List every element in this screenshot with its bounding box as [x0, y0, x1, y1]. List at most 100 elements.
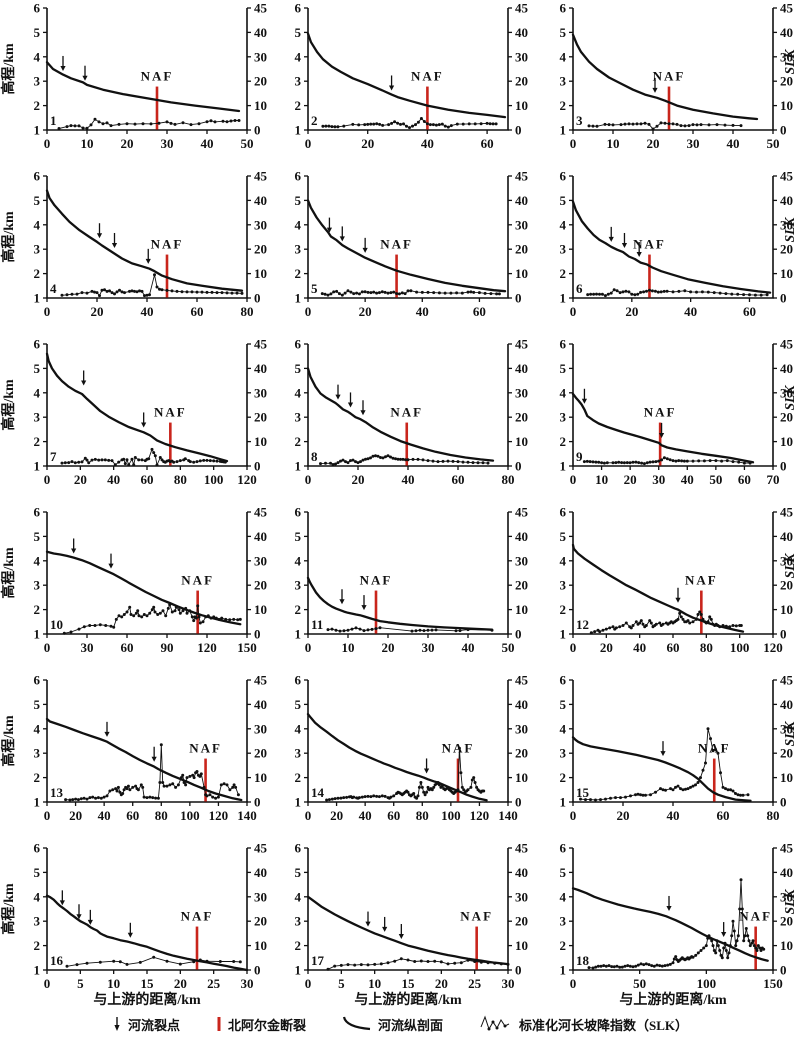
- svg-text:45: 45: [254, 505, 268, 520]
- svg-text:0: 0: [570, 304, 577, 319]
- svg-text:120: 120: [763, 640, 783, 655]
- svg-text:5: 5: [34, 697, 41, 712]
- axes: [43, 847, 251, 974]
- svg-text:1: 1: [34, 459, 41, 474]
- svg-text:4: 4: [560, 49, 567, 64]
- knickpoint-arrows: [326, 217, 368, 253]
- svg-text:20: 20: [69, 808, 82, 823]
- knickpoint-arrows: [59, 890, 133, 938]
- svg-text:5: 5: [295, 697, 302, 712]
- svg-text:10: 10: [515, 266, 528, 281]
- panel-number: 1: [50, 113, 57, 128]
- svg-text:20: 20: [647, 136, 660, 151]
- svg-text:20: 20: [515, 242, 528, 257]
- svg-text:10: 10: [254, 266, 267, 281]
- svg-text:3: 3: [34, 914, 41, 929]
- slk-series: [326, 957, 510, 971]
- svg-text:0: 0: [780, 291, 787, 306]
- svg-text:30: 30: [161, 136, 174, 151]
- svg-text:40: 40: [254, 529, 267, 544]
- chart-grid: 1 2 3 4 5 6 0 10 20 30 40 45 0 10 20 30 40 50 NAF 1 高程/km 1 2 3…: [0, 1, 798, 1009]
- svg-text:100: 100: [180, 808, 200, 823]
- svg-text:6: 6: [560, 505, 567, 520]
- svg-text:10: 10: [780, 266, 793, 281]
- svg-text:0: 0: [780, 963, 787, 978]
- svg-text:0: 0: [254, 291, 261, 306]
- svg-text:1: 1: [295, 795, 302, 810]
- svg-text:2: 2: [295, 938, 302, 953]
- axes: [43, 175, 251, 302]
- svg-text:20: 20: [361, 136, 374, 151]
- svg-text:20: 20: [780, 242, 793, 257]
- naf-label: NAF: [644, 404, 677, 419]
- axes: [43, 343, 251, 470]
- legend-label-slk: 标准化河长坡降指数（SLK）: [519, 1017, 689, 1033]
- svg-text:30: 30: [780, 217, 793, 232]
- slk-series: [589, 610, 743, 635]
- panel-number: 3: [576, 113, 583, 128]
- axes: [569, 511, 777, 638]
- svg-text:10: 10: [780, 98, 793, 113]
- svg-text:20: 20: [600, 640, 613, 655]
- svg-text:2: 2: [295, 266, 302, 281]
- svg-text:45: 45: [254, 1, 268, 16]
- river-profile-curve: [306, 199, 507, 293]
- svg-text:25: 25: [207, 976, 221, 991]
- svg-text:30: 30: [254, 217, 267, 232]
- panel-number: 11: [311, 617, 323, 632]
- svg-text:3: 3: [34, 242, 41, 257]
- svg-text:45: 45: [515, 673, 529, 688]
- svg-text:0: 0: [780, 123, 787, 138]
- svg-text:45: 45: [515, 1, 529, 16]
- svg-text:10: 10: [254, 770, 267, 785]
- svg-text:0: 0: [254, 795, 261, 810]
- svg-text:30: 30: [241, 976, 254, 991]
- svg-text:0: 0: [515, 963, 522, 978]
- svg-text:100: 100: [204, 472, 224, 487]
- svg-text:80: 80: [767, 808, 780, 823]
- svg-text:15: 15: [402, 976, 416, 991]
- svg-text:30: 30: [422, 640, 435, 655]
- axes: [304, 343, 512, 470]
- svg-text:1: 1: [560, 795, 567, 810]
- svg-text:10: 10: [81, 136, 94, 151]
- svg-text:40: 40: [141, 304, 154, 319]
- svg-text:4: 4: [34, 889, 41, 904]
- panel-number: 15: [576, 785, 590, 800]
- svg-text:1: 1: [560, 291, 567, 306]
- svg-text:10: 10: [515, 98, 528, 113]
- svg-text:2: 2: [560, 434, 567, 449]
- svg-text:6: 6: [295, 841, 302, 856]
- panel-number: 18: [576, 953, 590, 968]
- axes: [569, 7, 777, 134]
- knickpoint-arrows: [581, 388, 665, 438]
- svg-text:1: 1: [560, 627, 567, 642]
- svg-text:70: 70: [767, 472, 780, 487]
- svg-text:2: 2: [295, 434, 302, 449]
- svg-text:2: 2: [34, 434, 41, 449]
- svg-text:0: 0: [44, 304, 51, 319]
- river-profile-curve: [45, 717, 243, 802]
- svg-text:40: 40: [254, 865, 267, 880]
- svg-text:120: 120: [197, 640, 217, 655]
- svg-text:1: 1: [295, 459, 302, 474]
- knickpoint-arrow-icon: [114, 1017, 120, 1031]
- knickpoint-arrows: [675, 587, 681, 603]
- naf-label: NAF: [360, 572, 393, 587]
- svg-text:20: 20: [617, 808, 630, 823]
- x-axis-label: 与上游的距离/km: [619, 991, 727, 1008]
- svg-text:30: 30: [780, 889, 793, 904]
- svg-text:60: 60: [738, 472, 751, 487]
- svg-text:2: 2: [34, 938, 41, 953]
- svg-text:4: 4: [295, 385, 302, 400]
- svg-text:45: 45: [780, 673, 794, 688]
- svg-text:2: 2: [34, 770, 41, 785]
- svg-text:140: 140: [237, 808, 257, 823]
- svg-text:60: 60: [141, 472, 154, 487]
